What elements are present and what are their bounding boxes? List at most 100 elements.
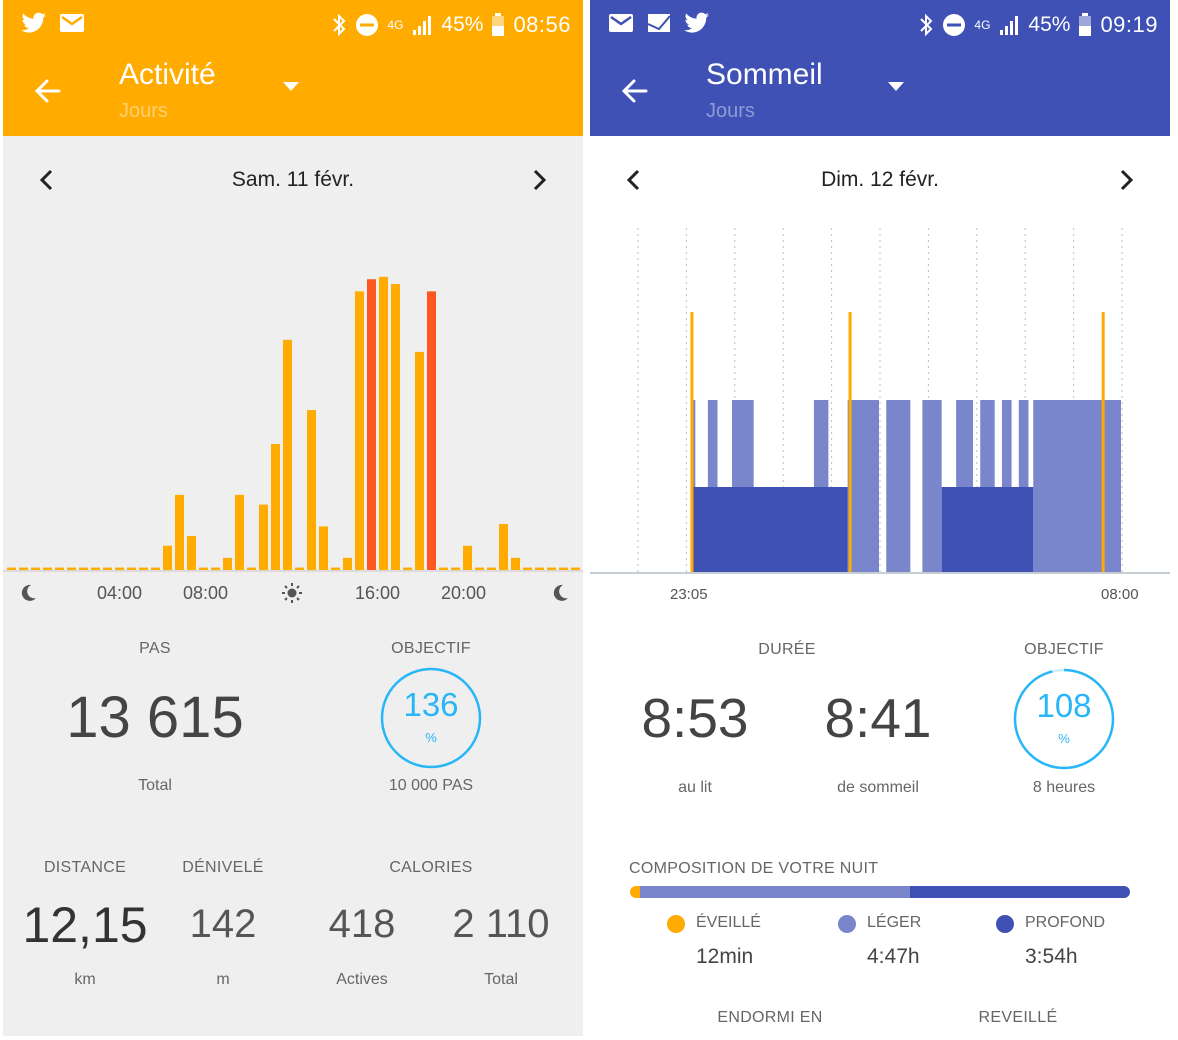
light-sleep-segment bbox=[922, 400, 942, 572]
status-bar: 4G 45% 08:56 bbox=[3, 0, 583, 52]
activity-bar bbox=[535, 567, 544, 570]
activity-bar bbox=[115, 567, 124, 570]
goal-label: OBJECTIF bbox=[391, 640, 471, 657]
light-sleep-segment bbox=[707, 400, 718, 572]
distance-label: DISTANCE bbox=[43, 859, 127, 876]
app-bar: Sommeil Jours bbox=[590, 52, 1170, 136]
deep-sleep-segment bbox=[691, 487, 848, 572]
activity-bar bbox=[523, 567, 532, 570]
awake-event-marker bbox=[1101, 312, 1105, 572]
activity-bar bbox=[487, 567, 496, 570]
bluetooth-icon bbox=[333, 13, 346, 37]
do-not-disturb-icon bbox=[943, 14, 966, 36]
sleep-screen: 4G 45% 09:19 Sommeil Jours Dim. 12 févr.… bbox=[590, 0, 1170, 1036]
period-dropdown-icon[interactable] bbox=[888, 82, 904, 91]
activity-bar bbox=[199, 567, 208, 570]
awake-legend-dot bbox=[667, 915, 685, 933]
battery-icon bbox=[1079, 13, 1092, 36]
goal-ring-arc bbox=[1013, 668, 1115, 770]
activity-bar bbox=[151, 567, 160, 570]
activity-bar bbox=[499, 523, 508, 570]
mail-icon bbox=[60, 14, 84, 32]
deep-label: PROFOND bbox=[1025, 914, 1105, 931]
previous-day-icon[interactable] bbox=[37, 168, 57, 192]
activity-bar bbox=[295, 567, 304, 570]
current-date: Dim. 12 févr. bbox=[821, 168, 939, 191]
duration-label: DURÉE bbox=[758, 641, 816, 658]
activity-bar bbox=[271, 444, 280, 570]
activity-bar bbox=[31, 567, 40, 570]
activity-bar bbox=[163, 545, 172, 570]
activity-bar-chart bbox=[3, 276, 583, 572]
deep-value: 3:54h bbox=[1025, 945, 1078, 968]
goal-ring: 108 % bbox=[1012, 667, 1116, 771]
steps-label: PAS bbox=[139, 640, 171, 657]
activity-bar bbox=[343, 557, 352, 570]
light-sleep-segment bbox=[1018, 400, 1029, 572]
in-bed-value: 8:53 bbox=[641, 687, 749, 749]
current-date: Sam. 11 févr. bbox=[231, 168, 355, 191]
goal-ring: 136 % bbox=[379, 666, 483, 770]
awake-event-marker bbox=[848, 312, 852, 572]
deep-legend-dot bbox=[996, 915, 1014, 933]
light-value: 4:47h bbox=[867, 945, 920, 968]
activity-bar bbox=[175, 494, 184, 570]
activity-bar bbox=[283, 339, 292, 570]
period-dropdown-icon[interactable] bbox=[283, 82, 299, 91]
sleep-start-time: 23:05 bbox=[670, 586, 708, 603]
previous-day-icon[interactable] bbox=[624, 168, 644, 192]
sleep-end-time: 08:00 bbox=[1101, 586, 1139, 603]
battery-percent: 45% bbox=[441, 13, 484, 36]
activity-bar bbox=[391, 284, 400, 570]
bluetooth-icon bbox=[920, 13, 933, 37]
woke-up-label: REVEILLÉ bbox=[978, 1009, 1058, 1026]
activity-bar bbox=[355, 291, 364, 570]
activity-bar bbox=[463, 545, 472, 570]
activity-bar bbox=[439, 567, 448, 570]
next-day-icon[interactable] bbox=[1116, 168, 1136, 192]
goal-target: 8 heures bbox=[1032, 779, 1096, 796]
back-arrow-icon[interactable] bbox=[620, 76, 650, 106]
do-not-disturb-icon bbox=[356, 14, 379, 36]
next-day-icon[interactable] bbox=[529, 168, 549, 192]
activity-bar bbox=[511, 557, 520, 570]
period-subtitle: Jours bbox=[706, 100, 755, 122]
activity-bar bbox=[187, 536, 196, 570]
awake-event-marker bbox=[690, 312, 694, 572]
date-navigator: Sam. 11 févr. bbox=[3, 160, 583, 200]
activity-bar bbox=[559, 567, 568, 570]
twitter-icon bbox=[684, 12, 709, 33]
status-bar: 4G 45% 09:19 bbox=[590, 0, 1170, 52]
awake-value: 12min bbox=[696, 945, 754, 968]
activity-bar bbox=[19, 567, 28, 570]
goal-percent-sign: % bbox=[425, 730, 437, 745]
clock: 09:19 bbox=[1100, 12, 1158, 37]
activity-bar bbox=[211, 567, 220, 570]
page-title: Activité bbox=[119, 58, 216, 91]
activity-bar bbox=[223, 557, 232, 570]
activity-bar bbox=[235, 494, 244, 570]
signal-icon bbox=[1000, 16, 1019, 35]
activity-screen: 4G 45% 08:56 Activité Jours Sam. 11 févr… bbox=[3, 0, 583, 1036]
page-title: Sommeil bbox=[706, 58, 823, 91]
distance-unit: km bbox=[74, 971, 96, 988]
distance-value: 12,15 bbox=[22, 897, 148, 953]
steps-sub-label: Total bbox=[138, 777, 172, 794]
awake-portion bbox=[630, 886, 641, 898]
calories-total-label: Total bbox=[484, 971, 518, 988]
activity-bar bbox=[79, 567, 88, 570]
clock: 08:56 bbox=[513, 12, 571, 37]
network-type: 4G bbox=[974, 17, 991, 32]
signal-icon bbox=[413, 16, 432, 35]
inbox-icon bbox=[647, 14, 671, 32]
back-arrow-icon[interactable] bbox=[33, 76, 63, 106]
activity-bar bbox=[415, 351, 424, 570]
activity-bar bbox=[547, 567, 556, 570]
sleep-phase-chart bbox=[590, 228, 1170, 574]
night-start-moon-icon bbox=[21, 584, 36, 601]
sun-icon bbox=[282, 583, 302, 603]
axis-tick-label: 16:00 bbox=[355, 583, 401, 603]
goal-target: 10 000 PAS bbox=[388, 777, 474, 794]
activity-bar bbox=[571, 567, 580, 570]
activity-bar bbox=[403, 567, 412, 570]
